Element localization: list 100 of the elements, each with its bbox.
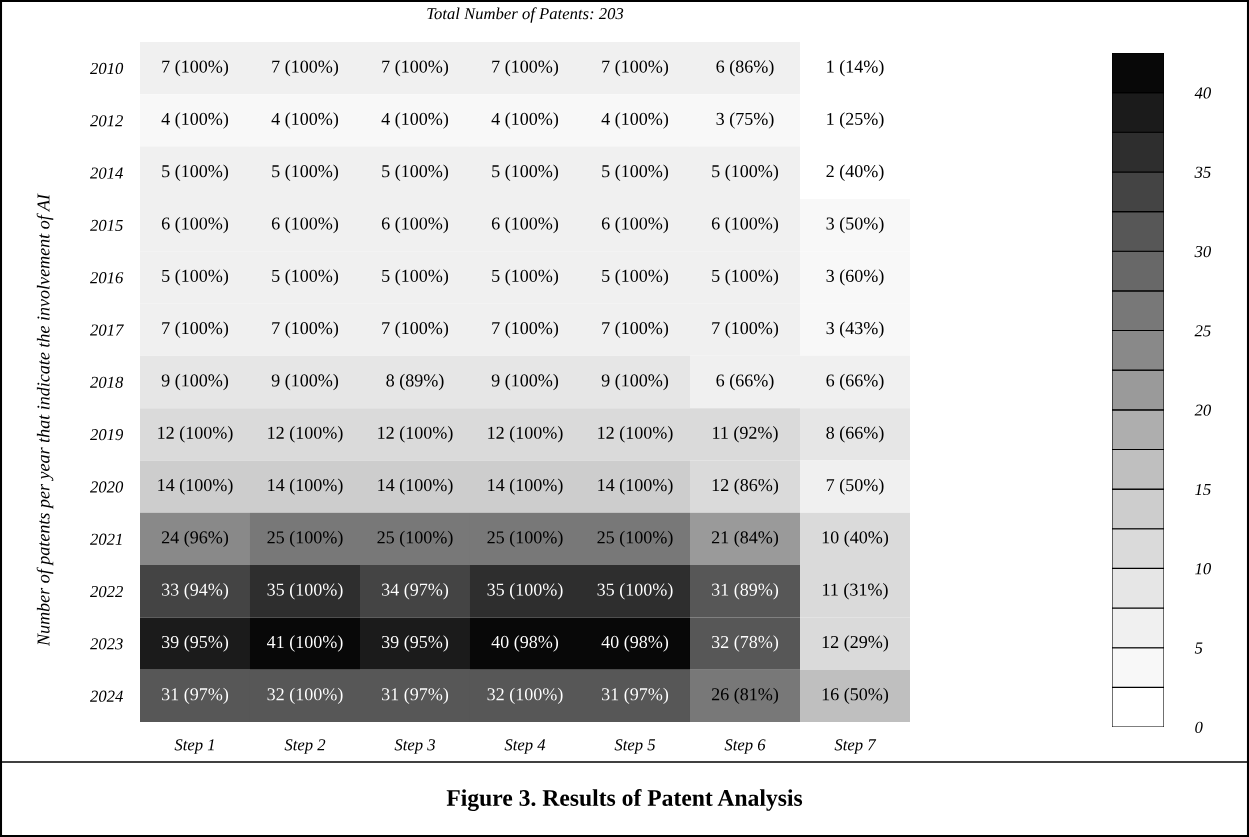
y-axis-title: Number of patents per year that indicate the involvement of AI xyxy=(36,193,54,647)
data-label: 12 (29%) xyxy=(822,635,889,652)
data-label: 3 (75%) xyxy=(716,112,774,129)
data-label: 14 (100%) xyxy=(158,478,233,495)
data-label: 12 (100%) xyxy=(158,426,233,443)
data-label: 6 (100%) xyxy=(601,216,669,234)
data-label: 6 (100%) xyxy=(711,216,779,234)
data-label: 8 (66%) xyxy=(826,426,884,443)
data-label: 1 (25%) xyxy=(827,112,884,129)
data-label: 32 (100%) xyxy=(267,687,343,705)
color-bar-label: 10 xyxy=(1195,563,1212,575)
data-label: 7 (100%) xyxy=(602,59,669,77)
data-label: 9 (100%) xyxy=(491,373,559,391)
y-tick-label: 2022 xyxy=(90,585,123,598)
data-label: 6 (100%) xyxy=(161,216,229,234)
data-label: 31 (97%) xyxy=(602,687,669,705)
data-label: 31 (89%) xyxy=(712,583,779,600)
data-label: 14 (100%) xyxy=(598,478,673,495)
y-tick-label: 2018 xyxy=(90,376,124,388)
data-label: 5 (100%) xyxy=(492,269,559,286)
data-label: 3 (60%) xyxy=(826,269,884,286)
color-bar-label: 15 xyxy=(1195,483,1211,496)
data-label: 16 (50%) xyxy=(822,687,889,705)
data-label: 3 (50%) xyxy=(826,216,884,234)
data-label: 6 (66%) xyxy=(716,373,774,391)
data-label: 40 (98%) xyxy=(601,635,669,652)
y-tick-label: 2012 xyxy=(90,115,123,127)
data-label: 7 (100%) xyxy=(712,321,779,338)
color-bar-label: 5 xyxy=(1194,642,1203,654)
data-label: 34 (97%) xyxy=(382,583,449,600)
data-label: 7 (100%) xyxy=(272,321,339,338)
data-label: 4 (100%) xyxy=(161,112,229,129)
data-label: 14 (100%) xyxy=(488,478,563,495)
data-label: 12 (100%) xyxy=(378,426,453,443)
data-label: 10 (40%) xyxy=(822,530,889,548)
data-label: 9 (100%) xyxy=(271,373,339,391)
color-bar-label: 35 xyxy=(1194,166,1211,178)
data-label: 5 (100%) xyxy=(382,269,449,286)
color-bar-label: 40 xyxy=(1194,87,1212,99)
y-tick-label: 2020 xyxy=(90,481,124,493)
data-label: 7 (100%) xyxy=(162,321,229,338)
data-label: 26 (81%) xyxy=(711,687,779,705)
data-label: 12 (100%) xyxy=(598,426,673,443)
x-tick-label: Step 5 xyxy=(614,739,656,754)
data-label: 12 (86%) xyxy=(712,478,779,495)
data-label: 7 (100%) xyxy=(272,59,339,77)
y-tick-label: 2019 xyxy=(90,429,124,441)
data-label: 5 (100%) xyxy=(602,269,669,286)
data-label: 5 (100%) xyxy=(382,164,449,181)
x-tick-label: Step 1 xyxy=(174,739,214,754)
data-label: 11 (31%) xyxy=(823,583,888,600)
data-label: 7 (100%) xyxy=(382,59,449,77)
data-label: 35 (100%) xyxy=(487,583,563,600)
data-label: 12 (100%) xyxy=(488,426,563,443)
data-label: 7 (100%) xyxy=(492,59,559,77)
data-label: 6 (100%) xyxy=(381,216,449,234)
color-bar-label: 25 xyxy=(1194,325,1211,337)
data-label: 3 (43%) xyxy=(826,321,884,338)
data-label: 24 (96%) xyxy=(161,530,229,548)
data-label: 39 (95%) xyxy=(162,635,229,652)
data-label: 39 (95%) xyxy=(382,635,449,652)
data-label: 35 (100%) xyxy=(267,583,343,600)
data-label: 35 (100%) xyxy=(597,583,673,600)
data-label: 1 (14%) xyxy=(827,59,884,77)
data-label: 5 (100%) xyxy=(492,164,559,181)
x-tick-label: Step 4 xyxy=(504,739,546,754)
data-label: 5 (100%) xyxy=(602,164,669,181)
color-bar-label: 30 xyxy=(1194,245,1212,258)
data-label: 14 (100%) xyxy=(378,478,453,495)
data-label: 5 (100%) xyxy=(712,164,779,181)
data-label: 4 (100%) xyxy=(271,112,339,129)
x-tick-label: Step 3 xyxy=(394,739,436,754)
data-label: 6 (100%) xyxy=(491,216,559,234)
data-label: 9 (100%) xyxy=(601,373,669,391)
data-label: 6 (100%) xyxy=(271,216,339,234)
data-label: 21 (84%) xyxy=(711,530,779,548)
data-label: 5 (100%) xyxy=(162,269,229,286)
data-label: 4 (100%) xyxy=(601,112,669,129)
color-bar-label: 20 xyxy=(1194,404,1212,416)
y-tick-label: 2021 xyxy=(90,533,122,545)
data-label: 5 (100%) xyxy=(272,164,339,181)
data-label: 12 (100%) xyxy=(268,426,343,443)
data-label: 5 (100%) xyxy=(162,164,229,181)
data-label: 8 (89%) xyxy=(386,373,444,391)
data-label: 14 (100%) xyxy=(268,478,343,495)
data-label: 7 (50%) xyxy=(826,478,884,495)
data-label: 33 (94%) xyxy=(162,583,229,600)
data-label: 25 (100%) xyxy=(487,530,563,548)
data-label: 25 (100%) xyxy=(267,530,343,548)
data-label: 7 (100%) xyxy=(492,321,559,338)
data-label: 11 (92%) xyxy=(713,426,778,443)
y-tick-label: 2010 xyxy=(90,62,124,75)
data-label: 6 (86%) xyxy=(716,59,774,77)
data-label: 31 (97%) xyxy=(382,687,449,705)
x-tick-label: Step 6 xyxy=(724,739,766,754)
data-label: 5 (100%) xyxy=(712,269,779,286)
data-label: 7 (100%) xyxy=(162,59,229,77)
chart-subtitle: Total Number of Patents: 203 xyxy=(427,7,624,23)
data-label: 4 (100%) xyxy=(491,112,559,129)
data-label: 4 (100%) xyxy=(381,112,449,129)
